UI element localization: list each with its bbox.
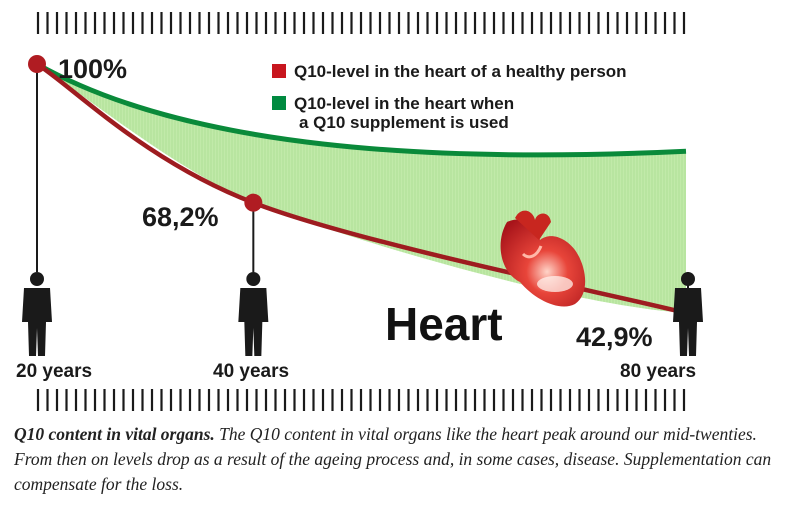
figure-caption: Q10 content in vital organs. The Q10 con… (14, 422, 779, 497)
data-point-20 (28, 55, 46, 73)
tick-label: 20 years (16, 361, 92, 382)
data-label: 100% (58, 54, 127, 84)
caption-text: The Q10 content in vital organs like the… (14, 424, 772, 494)
person-silhouette-icon (673, 272, 703, 356)
legend-label: a Q10 supplement is used (299, 113, 509, 132)
tick-labels: 20 years 40 years 80 years (16, 361, 696, 382)
legend-swatch (272, 64, 286, 78)
person-silhouettes (22, 272, 703, 356)
caption-lead: Q10 content in vital organs. (14, 424, 215, 444)
data-points (28, 55, 263, 212)
data-label: 68,2% (142, 202, 219, 232)
heart-organ-icon (500, 210, 586, 307)
legend: Q10-level in the heart of a healthy pers… (272, 62, 627, 132)
ruler-bottom (36, 389, 686, 411)
person-silhouette-icon (238, 272, 269, 356)
legend-label: Q10-level in the heart when (294, 94, 514, 113)
tick-label: 80 years (620, 361, 696, 382)
legend-swatch (272, 96, 286, 110)
series-line-healthy (35, 62, 687, 316)
data-labels: 100% 68,2% 42,9% (58, 54, 653, 352)
person-silhouette-icon (22, 272, 52, 356)
legend-label: Q10-level in the heart of a healthy pers… (294, 62, 627, 81)
data-point-40 (244, 193, 263, 212)
series-line-supplement (35, 61, 687, 158)
q10-chart: 100%68,2%42,9% 20 years 40 years 80 years … (16, 12, 703, 411)
tick-label: 40 years (213, 361, 289, 382)
data-label: 42,9% (576, 322, 653, 352)
heart-annotation: Heart (385, 298, 503, 350)
ruler-top (36, 12, 686, 34)
